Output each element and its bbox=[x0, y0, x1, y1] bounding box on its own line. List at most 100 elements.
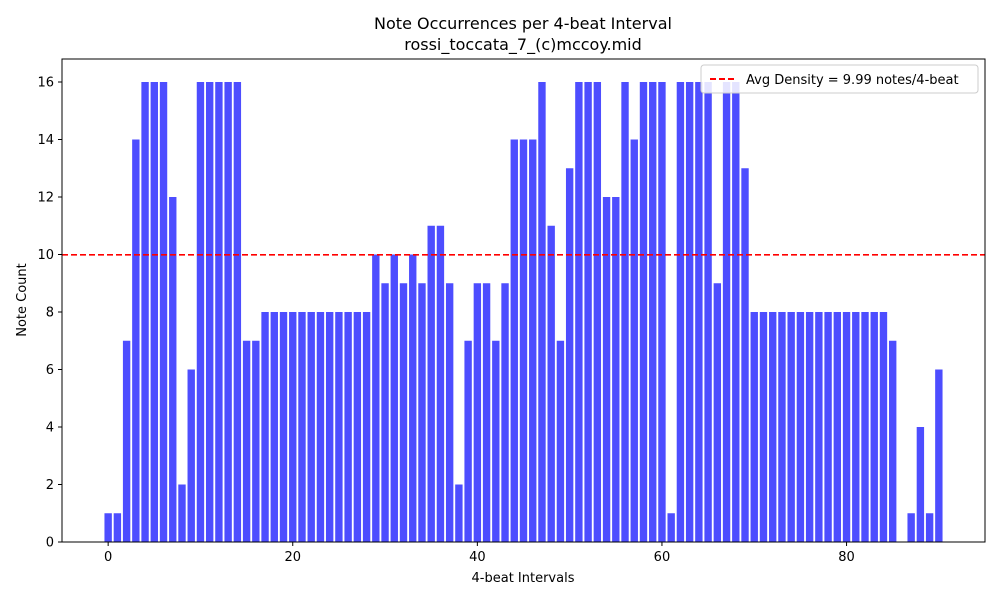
bar bbox=[233, 82, 242, 542]
bar bbox=[289, 312, 297, 542]
bar bbox=[833, 312, 842, 542]
bar bbox=[344, 312, 352, 542]
bar bbox=[445, 283, 454, 542]
bar bbox=[492, 340, 500, 542]
bar bbox=[778, 312, 786, 542]
bar bbox=[925, 513, 934, 542]
y-tick-label: 2 bbox=[46, 478, 54, 493]
bar bbox=[815, 312, 823, 542]
y-tick-label: 8 bbox=[46, 306, 54, 321]
bar bbox=[178, 484, 186, 542]
x-tick-label: 80 bbox=[838, 550, 855, 565]
bar bbox=[649, 82, 657, 542]
bar bbox=[205, 82, 214, 542]
bar bbox=[916, 427, 925, 542]
bar bbox=[325, 312, 334, 542]
bar bbox=[316, 312, 325, 542]
bar bbox=[593, 82, 602, 542]
bar bbox=[796, 312, 805, 542]
bar bbox=[547, 225, 555, 542]
bar bbox=[169, 197, 177, 542]
legend: Avg Density = 9.99 notes/4-beat bbox=[700, 64, 979, 94]
bar bbox=[713, 283, 722, 542]
bar bbox=[224, 82, 232, 542]
bar bbox=[556, 340, 565, 542]
bar bbox=[372, 254, 380, 542]
bar bbox=[418, 283, 426, 542]
bar bbox=[390, 254, 398, 542]
bar bbox=[215, 82, 223, 542]
bar bbox=[538, 82, 546, 542]
bar bbox=[805, 312, 814, 542]
bar bbox=[722, 82, 731, 542]
bar bbox=[584, 82, 592, 542]
bar bbox=[685, 82, 694, 542]
y-axis-ticks: 0 2 4 6 8 10 12 14 16 bbox=[37, 76, 62, 551]
bar bbox=[870, 312, 878, 542]
bar bbox=[335, 312, 343, 542]
bar bbox=[242, 340, 251, 542]
bar bbox=[381, 283, 389, 542]
x-tick-label: 60 bbox=[654, 550, 671, 565]
y-axis-label: Note Count bbox=[15, 263, 30, 337]
bar bbox=[704, 82, 712, 542]
bar bbox=[907, 513, 915, 542]
bar bbox=[436, 225, 445, 542]
bar bbox=[150, 82, 158, 542]
x-axis-label: 4-beat Intervals bbox=[472, 571, 575, 586]
y-tick-label: 10 bbox=[37, 248, 54, 263]
bar bbox=[935, 369, 943, 542]
bar bbox=[464, 340, 472, 542]
bar bbox=[187, 369, 195, 542]
bar bbox=[519, 139, 528, 542]
legend-box bbox=[700, 64, 979, 94]
x-tick-label: 20 bbox=[284, 550, 301, 565]
bar bbox=[565, 168, 574, 542]
bars-group bbox=[104, 82, 943, 542]
bar bbox=[104, 513, 112, 542]
bar bbox=[427, 225, 435, 542]
bar bbox=[824, 312, 832, 542]
bar bbox=[122, 340, 131, 542]
bar bbox=[529, 139, 537, 542]
bar bbox=[639, 82, 648, 542]
bar bbox=[261, 312, 269, 542]
bar bbox=[353, 312, 362, 542]
bar bbox=[279, 312, 288, 542]
chart-title: Note Occurrences per 4-beat Interval bbox=[374, 14, 672, 33]
bar bbox=[750, 312, 758, 542]
y-tick-label: 6 bbox=[46, 363, 54, 378]
bar bbox=[298, 312, 306, 542]
bar bbox=[630, 139, 638, 542]
plot-frame bbox=[61, 58, 986, 543]
bar bbox=[141, 82, 149, 542]
bar bbox=[159, 82, 168, 542]
bar bbox=[879, 312, 888, 542]
chart-subtitle: rossi_toccata_7_(c)mccoy.mid bbox=[404, 35, 642, 55]
bar bbox=[473, 283, 482, 542]
bar bbox=[612, 197, 620, 542]
legend-label: Avg Density = 9.99 notes/4-beat bbox=[746, 73, 959, 88]
y-tick-label: 0 bbox=[46, 536, 54, 551]
y-tick-label: 16 bbox=[37, 76, 54, 91]
bar bbox=[575, 82, 583, 542]
bar bbox=[482, 283, 491, 542]
bar bbox=[132, 139, 140, 542]
bar bbox=[732, 82, 740, 542]
bar bbox=[676, 82, 685, 542]
y-tick-label: 14 bbox=[37, 133, 54, 148]
x-axis-ticks: 0 20 40 60 80 bbox=[104, 542, 855, 565]
bar bbox=[409, 254, 417, 542]
bar bbox=[621, 82, 629, 542]
bar bbox=[695, 82, 703, 542]
bar bbox=[842, 312, 851, 542]
x-tick-label: 0 bbox=[104, 550, 112, 565]
bar bbox=[861, 312, 869, 542]
y-tick-label: 12 bbox=[37, 191, 54, 206]
bar bbox=[741, 168, 749, 542]
x-tick-label: 40 bbox=[469, 550, 486, 565]
bar bbox=[769, 312, 777, 542]
bar bbox=[196, 82, 205, 542]
bar bbox=[889, 340, 897, 542]
bar bbox=[362, 312, 371, 542]
